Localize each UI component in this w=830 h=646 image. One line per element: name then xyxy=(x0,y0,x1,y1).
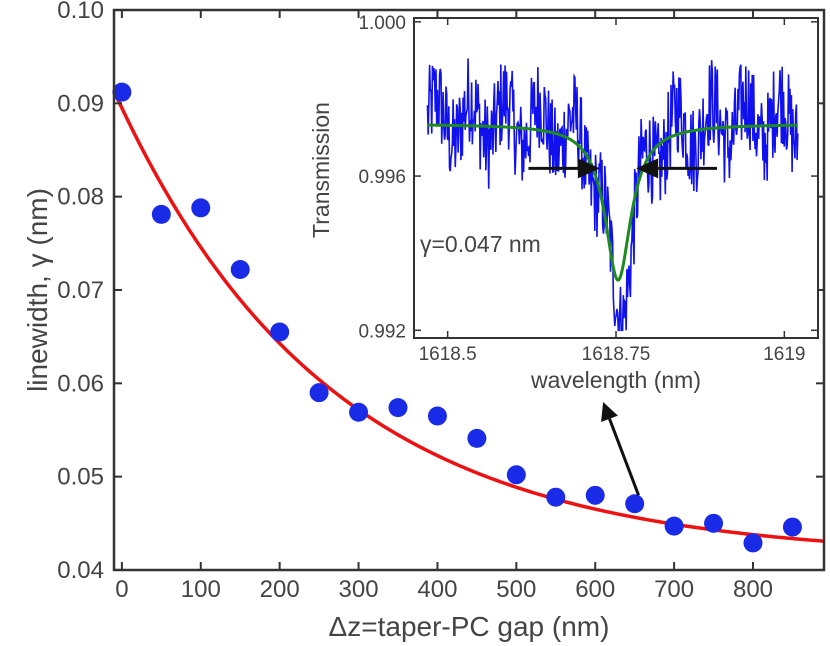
main-x-tick-label: 500 xyxy=(496,576,536,603)
inset-data-layer xyxy=(426,58,799,332)
data-point xyxy=(467,428,487,448)
data-point xyxy=(230,259,250,279)
data-point xyxy=(191,198,211,218)
data-point xyxy=(625,494,645,514)
data-point xyxy=(427,406,447,426)
inset-y-axis-label: Transmission xyxy=(308,102,334,238)
main-y-tick-label: 0.07 xyxy=(57,277,104,304)
main-x-axis-label: Δz=taper-PC gap (nm) xyxy=(329,611,610,642)
inset-x-axis-label: wavelength (nm) xyxy=(530,367,701,393)
data-point xyxy=(270,322,290,342)
fit-curve xyxy=(112,90,825,543)
main-curve-layer xyxy=(112,90,825,543)
data-point xyxy=(349,402,369,422)
main-y-tick-label: 0.04 xyxy=(57,557,104,584)
inset-plot-frame xyxy=(413,17,819,339)
data-point xyxy=(151,204,171,224)
inset-ticks-layer: 1618.5 1618.75 1619 0.992 0.996 1.000 xyxy=(358,13,818,365)
pointer-arrow-head xyxy=(601,402,618,423)
inset-x-tick-label: 1619 xyxy=(763,344,805,365)
data-point xyxy=(782,517,802,537)
inset-x-tick-label: 1618.75 xyxy=(582,344,651,365)
data-point xyxy=(309,383,329,403)
data-point xyxy=(743,533,763,553)
inset-y-tick-label: 0.996 xyxy=(358,167,406,188)
inset-y-tick-label: 0.992 xyxy=(358,321,406,342)
transmission-trace xyxy=(426,58,799,332)
main-y-tick-label: 0.05 xyxy=(57,464,104,491)
lorentzian-fit-curve xyxy=(427,123,798,282)
main-y-tick-label: 0.08 xyxy=(57,184,104,211)
inset-chart: 1618.5 1618.75 1619 0.992 0.996 1.000 γ=0.047… xyxy=(308,13,819,393)
main-x-tick-label: 600 xyxy=(575,576,615,603)
inset-annotation-layer: γ=0.047 nm xyxy=(420,158,717,257)
main-x-tick-label: 700 xyxy=(654,576,694,603)
data-point xyxy=(704,513,724,533)
data-point xyxy=(112,82,132,102)
main-annotation-layer xyxy=(601,402,641,496)
main-x-tick-label: 100 xyxy=(181,576,221,603)
main-x-tick-label: 200 xyxy=(260,576,300,603)
main-y-tick-label: 0.06 xyxy=(57,370,104,397)
linewidth-annotation: γ=0.047 nm xyxy=(420,231,541,257)
main-y-axis-label: linewidth, γ (nm) xyxy=(22,188,53,392)
data-point xyxy=(664,516,684,536)
inset-x-tick-label: 1618.5 xyxy=(419,344,477,365)
main-x-tick-label: 800 xyxy=(733,576,773,603)
main-x-tick-label: 400 xyxy=(417,576,457,603)
data-point xyxy=(506,465,526,485)
main-ticks-layer: 0 100 200 300 400 500 600 700 800 0.04 0.05 0.06 0.0… xyxy=(57,0,824,603)
pointer-arrow-shaft xyxy=(608,418,641,496)
main-x-tick-label: 300 xyxy=(339,576,379,603)
main-y-tick-label: 0.10 xyxy=(57,0,104,24)
fwhm-arrow-head xyxy=(636,158,659,179)
data-point xyxy=(585,485,605,505)
main-y-tick-label: 0.09 xyxy=(57,90,104,117)
main-points-layer xyxy=(112,82,802,553)
inset-y-tick-label: 1.000 xyxy=(358,13,406,34)
data-point xyxy=(388,398,408,418)
main-x-tick-label: 0 xyxy=(115,576,128,603)
main-chart: 0 100 200 300 400 500 600 700 800 0.04 0.05 0.06 0.0… xyxy=(22,0,826,642)
inset-background xyxy=(414,18,818,338)
data-point xyxy=(546,487,566,507)
fwhm-arrow-head xyxy=(577,158,600,179)
main-plot-frame xyxy=(112,8,826,572)
